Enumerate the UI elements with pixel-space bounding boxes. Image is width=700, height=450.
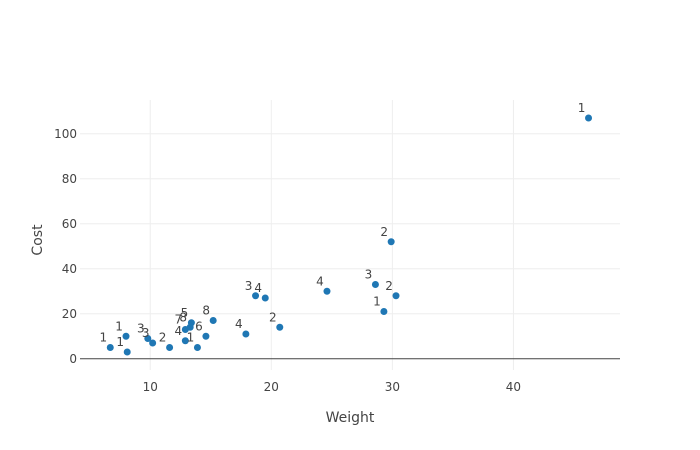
data-point xyxy=(371,281,379,288)
data-point-label: 7 xyxy=(175,313,183,327)
data-point xyxy=(242,330,250,338)
data-point xyxy=(276,323,284,331)
data-point xyxy=(202,332,210,340)
data-point-label: 1 xyxy=(578,101,586,115)
data-point-label: 1 xyxy=(99,331,107,345)
gridlines xyxy=(80,100,620,370)
x-tick-label: 20 xyxy=(264,380,279,394)
data-point xyxy=(122,332,130,340)
data-point-label: 1 xyxy=(373,295,381,309)
data-point xyxy=(106,344,114,351)
data-point xyxy=(387,238,395,246)
data-point xyxy=(323,287,331,295)
x-tick-label: 30 xyxy=(385,380,400,394)
data-point xyxy=(585,114,593,122)
y-axis-title: Cost xyxy=(30,224,46,256)
data-point xyxy=(144,335,152,342)
data-point-label: 1 xyxy=(115,319,123,333)
data-point-label: 2 xyxy=(269,310,277,324)
data-point-label: 3 xyxy=(137,322,145,336)
y-tick-label: 80 xyxy=(62,172,77,186)
data-point-label: 8 xyxy=(202,304,210,318)
data-point xyxy=(123,348,131,356)
data-point-label: 2 xyxy=(159,331,167,345)
data-point-label: 5 xyxy=(181,306,189,320)
y-tick-label: 40 xyxy=(62,262,77,276)
data-point-label: 8 xyxy=(179,310,187,324)
axes: 10 20 30 40 0 20 40 60 80 100 xyxy=(54,127,521,394)
x-axis-title: Weight xyxy=(326,410,375,426)
data-point-label: 1 xyxy=(116,335,124,349)
data-point xyxy=(392,292,400,300)
data-point-label: 2 xyxy=(385,279,393,293)
data-point-label: 4 xyxy=(235,317,243,331)
data-point-label: 6 xyxy=(195,319,203,333)
data-point-label: 4 xyxy=(316,274,324,288)
y-tick-label: 100 xyxy=(54,127,77,141)
data-point xyxy=(149,339,157,347)
data-point-label: 3 xyxy=(245,279,253,293)
y-tick-label: 0 xyxy=(69,352,77,366)
data-point xyxy=(380,308,388,315)
y-tick-label: 60 xyxy=(62,217,77,231)
x-tick-label: 10 xyxy=(143,380,158,394)
data-point-label: 4 xyxy=(254,281,262,295)
data-point xyxy=(193,344,201,351)
data-points xyxy=(106,114,593,356)
data-point-label: 3 xyxy=(142,326,150,340)
data-point-label: 4 xyxy=(175,324,183,338)
data-point xyxy=(261,294,269,302)
y-tick-label: 20 xyxy=(62,307,77,321)
x-tick-label: 40 xyxy=(506,380,521,394)
data-point xyxy=(252,292,260,300)
data-point-label: 3 xyxy=(365,268,373,282)
data-point xyxy=(209,317,217,324)
data-point-label: 2 xyxy=(380,225,388,239)
data-point xyxy=(181,337,189,345)
data-point xyxy=(187,319,195,327)
data-point xyxy=(166,344,174,351)
data-point-label: 1 xyxy=(187,331,195,345)
